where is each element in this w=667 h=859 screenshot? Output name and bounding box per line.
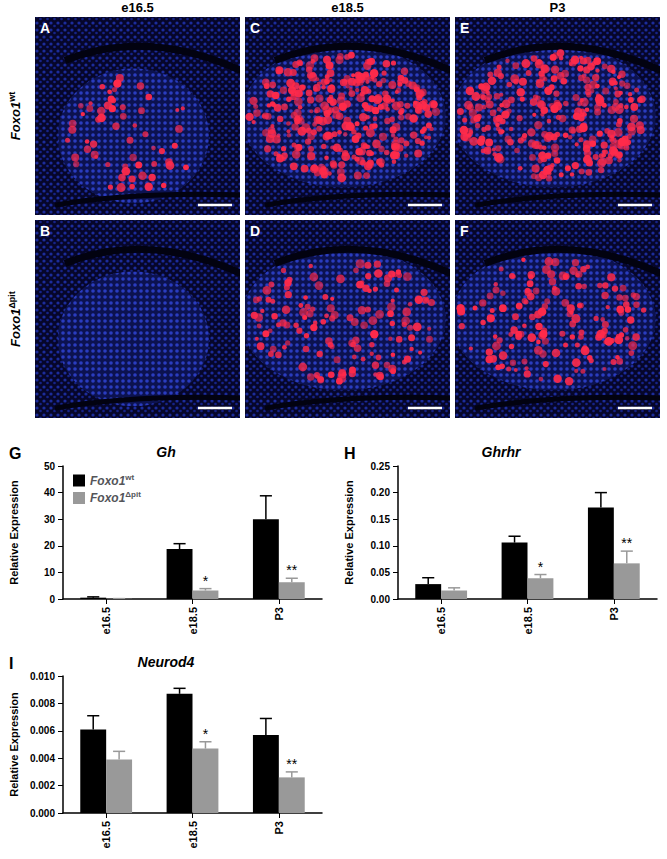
svg-text:0.05: 0.05 xyxy=(371,567,391,578)
svg-text:0.010: 0.010 xyxy=(30,671,55,682)
svg-text:0.00: 0.00 xyxy=(371,594,391,605)
svg-text:Relative Expression: Relative Expression xyxy=(8,692,20,797)
svg-text:0.20: 0.20 xyxy=(371,487,391,498)
svg-text:P3: P3 xyxy=(273,821,285,834)
svg-text:0.004: 0.004 xyxy=(30,753,55,764)
svg-text:e18.5: e18.5 xyxy=(331,0,364,15)
svg-text:Foxo1wt: Foxo1wt xyxy=(7,92,23,140)
svg-text:0.25: 0.25 xyxy=(371,461,391,472)
svg-text:C: C xyxy=(250,20,260,36)
svg-text:0.000: 0.000 xyxy=(30,808,55,819)
svg-text:Δpit: Δpit xyxy=(125,490,141,499)
svg-text:e18.5: e18.5 xyxy=(522,607,534,635)
svg-text:A: A xyxy=(40,20,50,36)
svg-text:0.15: 0.15 xyxy=(371,514,391,525)
svg-text:*: * xyxy=(538,559,544,575)
svg-text:20: 20 xyxy=(44,540,56,551)
svg-text:D: D xyxy=(250,223,260,239)
svg-text:G: G xyxy=(9,445,21,462)
svg-text:e16.5: e16.5 xyxy=(100,607,112,635)
svg-text:Relative Expression: Relative Expression xyxy=(343,480,355,585)
svg-text:*: * xyxy=(203,573,209,589)
svg-text:P3: P3 xyxy=(273,607,285,620)
svg-text:P3: P3 xyxy=(608,607,620,620)
svg-text:P3: P3 xyxy=(550,0,566,15)
svg-text:10: 10 xyxy=(44,567,56,578)
svg-text:0.10: 0.10 xyxy=(371,540,391,551)
svg-text:Foxo1Δpit: Foxo1Δpit xyxy=(7,291,23,347)
svg-text:Foxo1: Foxo1 xyxy=(90,491,126,505)
svg-text:e16.5: e16.5 xyxy=(121,0,154,15)
svg-text:Relative Expression: Relative Expression xyxy=(8,480,20,585)
svg-text:0.002: 0.002 xyxy=(30,780,55,791)
svg-text:**: ** xyxy=(621,535,632,551)
svg-text:e16.5: e16.5 xyxy=(435,607,447,635)
svg-text:E: E xyxy=(460,20,469,36)
svg-text:Gh: Gh xyxy=(156,444,175,460)
svg-text:H: H xyxy=(344,445,356,462)
svg-text:**: ** xyxy=(286,562,297,578)
svg-text:e18.5: e18.5 xyxy=(187,607,199,635)
svg-text:Neurod4: Neurod4 xyxy=(138,654,195,670)
svg-text:I: I xyxy=(9,655,13,672)
svg-text:0.006: 0.006 xyxy=(30,725,55,736)
svg-text:F: F xyxy=(460,223,469,239)
svg-text:B: B xyxy=(40,223,50,239)
svg-text:0: 0 xyxy=(49,594,55,605)
svg-text:30: 30 xyxy=(44,514,56,525)
svg-text:wt: wt xyxy=(124,473,134,482)
svg-text:e16.5: e16.5 xyxy=(100,821,112,849)
svg-text:0.008: 0.008 xyxy=(30,698,55,709)
svg-text:40: 40 xyxy=(44,487,56,498)
svg-text:e18.5: e18.5 xyxy=(187,821,199,849)
svg-text:*: * xyxy=(203,726,209,742)
svg-text:Ghrhr: Ghrhr xyxy=(482,444,522,460)
svg-text:Foxo1: Foxo1 xyxy=(90,474,126,488)
svg-text:50: 50 xyxy=(44,461,56,472)
svg-text:**: ** xyxy=(286,756,297,772)
